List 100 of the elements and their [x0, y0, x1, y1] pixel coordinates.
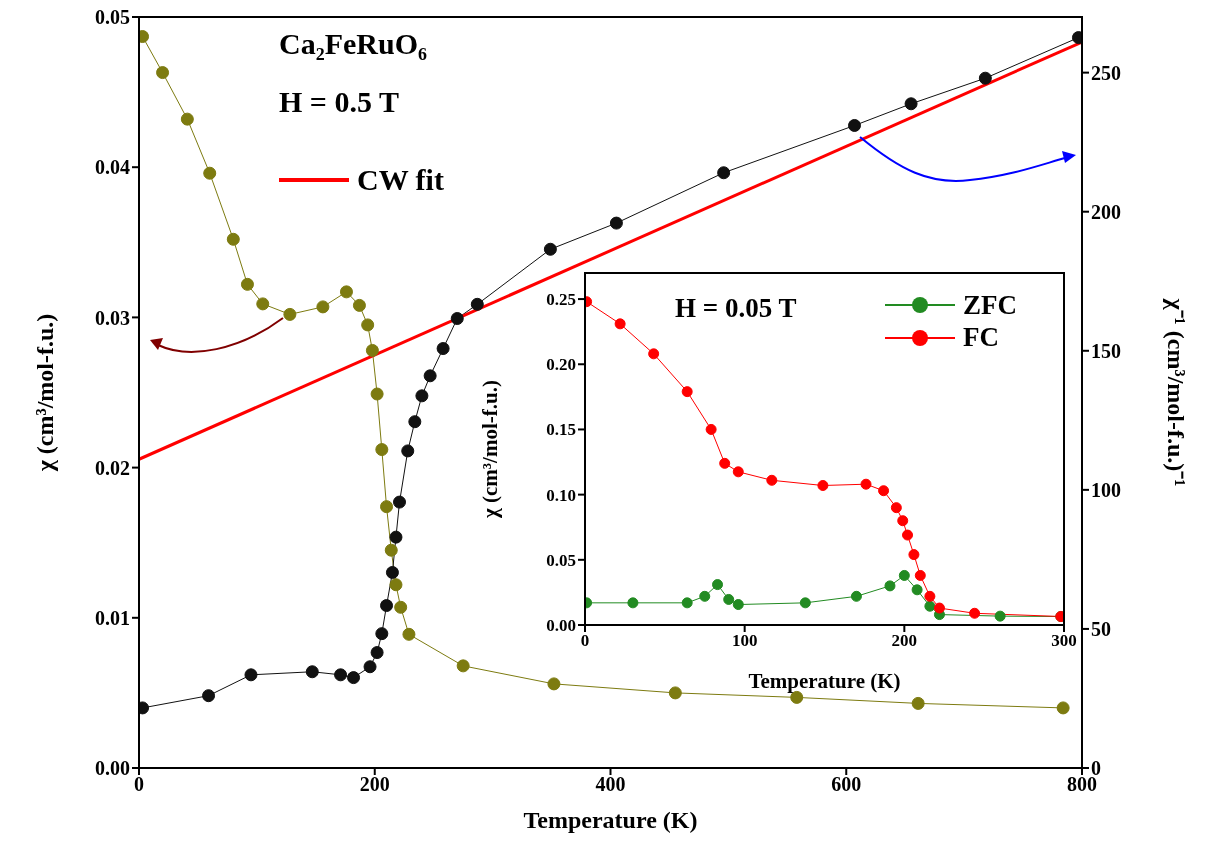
- point: [256, 297, 270, 311]
- point: [614, 318, 626, 330]
- y-tick-label: 0.00: [95, 757, 130, 780]
- point: [850, 590, 862, 602]
- point: [547, 677, 561, 691]
- x-tick-label: 600: [831, 773, 862, 796]
- annotation: Ca₂FeRuO₆: [279, 27, 427, 61]
- point: [352, 298, 366, 312]
- point: [699, 590, 711, 602]
- point: [244, 668, 258, 682]
- point: [370, 646, 384, 660]
- point: [240, 277, 254, 291]
- point: [402, 627, 416, 641]
- point: [450, 312, 464, 326]
- point: [969, 607, 981, 619]
- point: [415, 389, 429, 403]
- point: [908, 549, 920, 561]
- point: [456, 659, 470, 673]
- x-tick-label: 0: [580, 631, 590, 651]
- y-tick-label: 0.20: [546, 355, 576, 375]
- point: [423, 369, 437, 383]
- point: [648, 348, 660, 360]
- y-tick-label: 0.04: [95, 156, 130, 179]
- point: [609, 216, 623, 230]
- point: [384, 543, 398, 557]
- point: [408, 415, 422, 429]
- point: [860, 478, 872, 490]
- x-tick-label: 200: [891, 631, 918, 651]
- point: [202, 689, 216, 703]
- point: [898, 569, 910, 581]
- point: [848, 118, 861, 132]
- point: [668, 686, 682, 700]
- x-tick-label: 300: [1051, 631, 1077, 651]
- x-tick-label: 400: [595, 773, 626, 796]
- y-tick-label: 0.25: [546, 290, 576, 310]
- point: [924, 590, 936, 602]
- point: [766, 474, 778, 486]
- point: [732, 466, 744, 478]
- point: [365, 343, 379, 357]
- point: [723, 593, 735, 605]
- y-tick-label: 0.02: [95, 456, 130, 479]
- point: [393, 495, 406, 509]
- point: [1056, 701, 1070, 715]
- y2-tick-label: 200: [1091, 200, 1121, 223]
- y2-axis-title: χ⁻¹ (cm³/mol-f.u.)⁻¹: [1163, 297, 1190, 487]
- y-axis-title: χ (cm³/mol-f.u.): [478, 380, 503, 519]
- legend-label: CW fit: [357, 162, 444, 198]
- point: [283, 307, 297, 321]
- x-tick-label: 200: [359, 773, 390, 796]
- point: [380, 599, 394, 613]
- point: [924, 600, 936, 612]
- point: [705, 423, 717, 435]
- point: [717, 166, 731, 180]
- point: [394, 600, 408, 614]
- point: [347, 671, 361, 685]
- point: [890, 502, 902, 514]
- point: [470, 297, 484, 311]
- point: [627, 597, 639, 609]
- point: [363, 660, 377, 674]
- y2-tick-label: 150: [1091, 339, 1121, 362]
- point: [902, 529, 914, 541]
- point: [370, 387, 384, 401]
- point: [361, 318, 375, 332]
- x-tick-label: 0: [134, 773, 144, 796]
- point: [681, 386, 693, 398]
- y-tick-label: 0.03: [95, 306, 130, 329]
- y-tick-label: 0.00: [546, 616, 576, 636]
- y-axis-title: χ (cm³/mol-f.u.): [31, 313, 58, 473]
- point: [911, 584, 923, 596]
- point: [817, 480, 829, 491]
- point: [897, 515, 909, 527]
- x-tick-label: 100: [731, 631, 758, 651]
- legend-label: FC: [963, 321, 999, 354]
- y-tick-label: 0.10: [546, 485, 576, 505]
- point: [799, 597, 811, 609]
- point: [401, 444, 415, 458]
- annotation: H = 0.5 T: [279, 85, 399, 119]
- x-axis-title: Temperature (K): [748, 669, 901, 693]
- point: [385, 565, 399, 579]
- point: [712, 579, 724, 591]
- x-axis-title: Temperature (K): [523, 807, 698, 833]
- point: [380, 500, 394, 514]
- point: [978, 71, 992, 85]
- point: [334, 668, 348, 682]
- y-tick-label: 0.05: [546, 550, 576, 570]
- point: [156, 66, 170, 80]
- y2-tick-label: 250: [1091, 61, 1121, 84]
- point: [994, 610, 1006, 622]
- point: [226, 232, 240, 246]
- point: [375, 627, 389, 641]
- y2-tick-label: 100: [1091, 478, 1121, 501]
- point: [933, 602, 945, 614]
- point: [681, 597, 693, 609]
- y2-tick-label: 50: [1091, 618, 1111, 641]
- y-tick-label: 0.01: [95, 606, 130, 629]
- point: [389, 578, 403, 592]
- legend-label: ZFC: [963, 289, 1017, 322]
- point: [719, 457, 731, 469]
- point: [305, 665, 319, 679]
- point: [732, 599, 744, 611]
